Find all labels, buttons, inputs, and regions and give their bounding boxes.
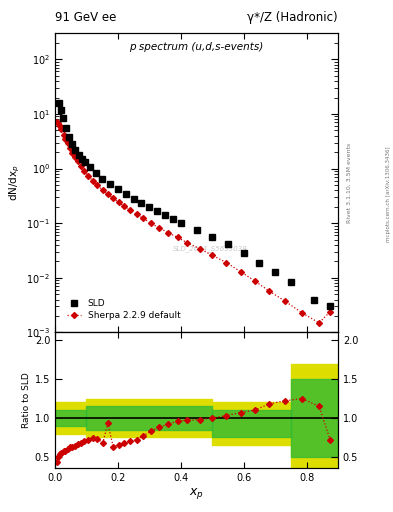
- Sherpa 2.2.9 default: [86, 173, 90, 179]
- Text: SLD_2004_S5693039: SLD_2004_S5693039: [173, 245, 248, 252]
- SLD: [147, 204, 152, 210]
- Sherpa 2.2.9 default: [122, 203, 127, 209]
- SLD: [257, 260, 262, 266]
- Sherpa 2.2.9 default: [68, 145, 72, 151]
- Sherpa 2.2.9 default: [128, 207, 133, 214]
- Line: SLD: SLD: [56, 100, 333, 309]
- Sherpa 2.2.9 default: [79, 163, 83, 169]
- SLD: [226, 241, 230, 247]
- Sherpa 2.2.9 default: [134, 211, 139, 218]
- Text: p spectrum (u,d,s-events): p spectrum (u,d,s-events): [129, 42, 264, 52]
- SLD: [155, 208, 160, 215]
- SLD: [273, 269, 277, 275]
- Sherpa 2.2.9 default: [210, 252, 215, 258]
- SLD: [76, 152, 81, 158]
- Y-axis label: Rivet 3.1.10, 3.5M events: Rivet 3.1.10, 3.5M events: [347, 143, 352, 223]
- Y-axis label: dN/dx$_p$: dN/dx$_p$: [7, 164, 22, 201]
- Sherpa 2.2.9 default: [63, 136, 68, 142]
- X-axis label: $x_p$: $x_p$: [189, 486, 204, 501]
- SLD: [64, 125, 68, 131]
- SLD: [241, 250, 246, 257]
- Line: Sherpa 2.2.9 default: Sherpa 2.2.9 default: [55, 120, 332, 325]
- SLD: [288, 279, 293, 285]
- SLD: [178, 220, 183, 226]
- Sherpa 2.2.9 default: [149, 220, 153, 226]
- SLD: [194, 227, 199, 233]
- SLD: [87, 164, 92, 170]
- Sherpa 2.2.9 default: [317, 320, 321, 326]
- Sherpa 2.2.9 default: [95, 182, 100, 188]
- SLD: [328, 303, 332, 309]
- Sherpa 2.2.9 default: [111, 195, 116, 201]
- SLD: [70, 141, 75, 147]
- SLD: [58, 106, 63, 113]
- SLD: [79, 156, 84, 162]
- Y-axis label: Ratio to SLD: Ratio to SLD: [22, 373, 31, 429]
- Sherpa 2.2.9 default: [282, 298, 287, 304]
- SLD: [312, 296, 317, 303]
- Sherpa 2.2.9 default: [90, 178, 95, 184]
- SLD: [139, 200, 144, 206]
- Legend: SLD, Sherpa 2.2.9 default: SLD, Sherpa 2.2.9 default: [65, 297, 182, 322]
- Sherpa 2.2.9 default: [54, 119, 59, 125]
- Sherpa 2.2.9 default: [59, 126, 64, 133]
- SLD: [163, 212, 167, 218]
- Sherpa 2.2.9 default: [82, 167, 86, 174]
- Sherpa 2.2.9 default: [70, 150, 75, 156]
- SLD: [123, 191, 128, 197]
- Sherpa 2.2.9 default: [252, 278, 257, 284]
- SLD: [171, 216, 175, 222]
- SLD: [61, 115, 65, 121]
- SLD: [210, 233, 215, 240]
- Sherpa 2.2.9 default: [175, 234, 180, 241]
- SLD: [67, 134, 72, 140]
- Sherpa 2.2.9 default: [328, 309, 332, 315]
- SLD: [131, 196, 136, 202]
- Sherpa 2.2.9 default: [185, 240, 189, 246]
- SLD: [100, 176, 105, 182]
- Text: 91 GeV ee: 91 GeV ee: [55, 11, 116, 24]
- Sherpa 2.2.9 default: [105, 191, 110, 197]
- Sherpa 2.2.9 default: [57, 123, 62, 129]
- Sherpa 2.2.9 default: [61, 132, 66, 138]
- Sherpa 2.2.9 default: [299, 310, 304, 316]
- SLD: [73, 147, 78, 153]
- SLD: [116, 186, 120, 192]
- Sherpa 2.2.9 default: [72, 154, 77, 160]
- Sherpa 2.2.9 default: [65, 140, 70, 146]
- SLD: [83, 159, 87, 165]
- Sherpa 2.2.9 default: [197, 246, 202, 252]
- SLD: [108, 181, 112, 187]
- Sherpa 2.2.9 default: [224, 260, 229, 266]
- Sherpa 2.2.9 default: [238, 269, 243, 275]
- Text: mcplots.cern.ch [arXiv:1306.3436]: mcplots.cern.ch [arXiv:1306.3436]: [386, 147, 391, 242]
- Sherpa 2.2.9 default: [166, 230, 171, 236]
- Sherpa 2.2.9 default: [156, 225, 161, 231]
- Sherpa 2.2.9 default: [101, 187, 105, 194]
- Sherpa 2.2.9 default: [75, 158, 80, 164]
- Sherpa 2.2.9 default: [266, 288, 271, 294]
- SLD: [57, 100, 61, 106]
- Sherpa 2.2.9 default: [116, 199, 121, 205]
- SLD: [94, 170, 98, 176]
- Text: γ*/Z (Hadronic): γ*/Z (Hadronic): [247, 11, 338, 24]
- Sherpa 2.2.9 default: [141, 215, 145, 221]
- Sherpa 2.2.9 default: [56, 120, 61, 126]
